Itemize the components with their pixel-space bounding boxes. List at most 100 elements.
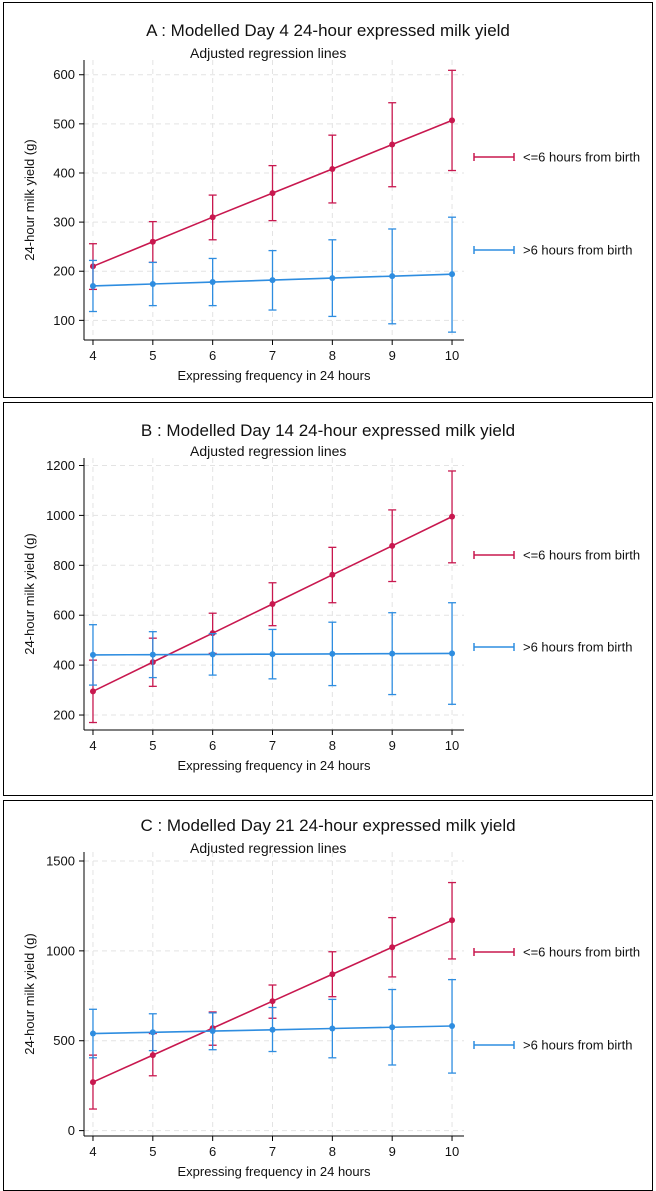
- series-late: [88, 216, 457, 333]
- y-tick-label: 400: [53, 165, 75, 180]
- data-point-early: [89, 1079, 96, 1086]
- legend-label-late: >6 hours from birth: [523, 640, 632, 655]
- y-axis-label: 24-hour milk yield (g): [22, 933, 37, 1054]
- data-point-early: [329, 971, 336, 978]
- y-tick-label: 200: [53, 264, 75, 279]
- data-point-early: [449, 513, 456, 520]
- data-point-early: [329, 166, 336, 173]
- data-point-late: [149, 651, 156, 658]
- y-tick-label: 600: [53, 67, 75, 82]
- x-tick-label: 9: [389, 348, 396, 363]
- x-tick-label: 5: [149, 738, 156, 753]
- data-point-early: [389, 542, 396, 549]
- x-tick-label: 10: [445, 738, 459, 753]
- y-tick-label: 1200: [46, 458, 75, 473]
- x-axis-label: Expressing frequency in 24 hours: [178, 368, 371, 383]
- x-tick-label: 4: [89, 1144, 96, 1159]
- x-tick-label: 7: [269, 348, 276, 363]
- chart-c: C : Modelled Day 21 24-hour expressed mi…: [22, 816, 640, 1179]
- y-tick-label: 1000: [46, 508, 75, 523]
- y-axis-label: 24-hour milk yield (g): [22, 533, 37, 654]
- x-tick-label: 4: [89, 348, 96, 363]
- data-point-late: [269, 1026, 276, 1033]
- data-point-late: [389, 273, 396, 280]
- x-tick-label: 7: [269, 738, 276, 753]
- data-point-late: [209, 651, 216, 658]
- chart-title: C : Modelled Day 21 24-hour expressed mi…: [140, 816, 515, 835]
- y-axis-label: 24-hour milk yield (g): [22, 139, 37, 260]
- data-point-late: [209, 1028, 216, 1035]
- data-point-late: [389, 650, 396, 657]
- data-point-early: [269, 190, 276, 197]
- y-tick-label: 1500: [46, 853, 75, 868]
- y-tick-label: 1000: [46, 943, 75, 958]
- y-tick-label: 500: [53, 116, 75, 131]
- y-tick-label: 800: [53, 558, 75, 573]
- data-point-early: [389, 141, 396, 148]
- data-point-late: [449, 650, 456, 657]
- series-late: [88, 978, 457, 1074]
- x-tick-label: 6: [209, 738, 216, 753]
- x-tick-label: 5: [149, 348, 156, 363]
- x-axis-label: Expressing frequency in 24 hours: [178, 1164, 371, 1179]
- x-tick-label: 10: [445, 1144, 459, 1159]
- chart-panel-a: A : Modelled Day 4 24-hour expressed mil…: [3, 2, 653, 398]
- data-point-late: [329, 650, 336, 657]
- data-point-late: [209, 279, 216, 286]
- data-point-early: [269, 600, 276, 607]
- x-tick-label: 9: [389, 1144, 396, 1159]
- chart-subtitle: Adjusted regression lines: [190, 443, 346, 459]
- x-tick-label: 7: [269, 1144, 276, 1159]
- data-point-late: [449, 271, 456, 278]
- x-tick-label: 6: [209, 348, 216, 363]
- y-tick-label: 100: [53, 313, 75, 328]
- data-point-early: [449, 917, 456, 924]
- x-tick-label: 8: [329, 1144, 336, 1159]
- y-tick-label: 0: [68, 1123, 75, 1138]
- x-tick-label: 9: [389, 738, 396, 753]
- chart-subtitle: Adjusted regression lines: [190, 840, 346, 856]
- series-early: [88, 69, 457, 291]
- data-point-late: [149, 281, 156, 287]
- data-point-early: [449, 117, 456, 124]
- legend-label-late: >6 hours from birth: [523, 1038, 632, 1053]
- x-tick-label: 8: [329, 348, 336, 363]
- data-point-early: [149, 1052, 156, 1059]
- data-point-late: [149, 1029, 156, 1036]
- data-point-early: [89, 688, 96, 695]
- data-point-early: [269, 998, 276, 1005]
- data-point-late: [329, 275, 336, 282]
- chart-title: A : Modelled Day 4 24-hour expressed mil…: [146, 21, 510, 40]
- x-tick-label: 8: [329, 738, 336, 753]
- legend-label-early: <=6 hours from birth: [523, 945, 640, 960]
- chart-b: B : Modelled Day 14 24-hour expressed mi…: [22, 421, 640, 773]
- y-tick-label: 600: [53, 608, 75, 623]
- legend-label-early: <=6 hours from birth: [523, 150, 640, 165]
- data-point-late: [329, 1025, 336, 1032]
- chart-subtitle: Adjusted regression lines: [190, 45, 346, 61]
- y-tick-label: 400: [53, 658, 75, 673]
- chart-panel-b: B : Modelled Day 14 24-hour expressed mi…: [3, 402, 653, 796]
- y-tick-label: 500: [53, 1033, 75, 1048]
- chart-title: B : Modelled Day 14 24-hour expressed mi…: [141, 421, 515, 440]
- data-point-late: [89, 651, 96, 658]
- x-tick-label: 10: [445, 348, 459, 363]
- chart-a: A : Modelled Day 4 24-hour expressed mil…: [22, 21, 640, 383]
- data-point-late: [389, 1024, 396, 1031]
- data-point-late: [269, 277, 276, 284]
- data-point-late: [89, 282, 96, 289]
- data-point-early: [209, 214, 216, 221]
- x-tick-label: 6: [209, 1144, 216, 1159]
- data-point-late: [269, 651, 276, 658]
- legend-label-late: >6 hours from birth: [523, 243, 632, 258]
- series-late: [88, 602, 457, 705]
- x-tick-label: 5: [149, 1144, 156, 1159]
- x-tick-label: 4: [89, 738, 96, 753]
- data-point-late: [89, 1030, 96, 1037]
- chart-panel-c: C : Modelled Day 21 24-hour expressed mi…: [3, 800, 653, 1191]
- y-tick-label: 300: [53, 215, 75, 230]
- data-point-late: [449, 1022, 456, 1029]
- data-point-early: [389, 944, 396, 951]
- x-axis-label: Expressing frequency in 24 hours: [178, 758, 371, 773]
- data-point-early: [329, 571, 336, 578]
